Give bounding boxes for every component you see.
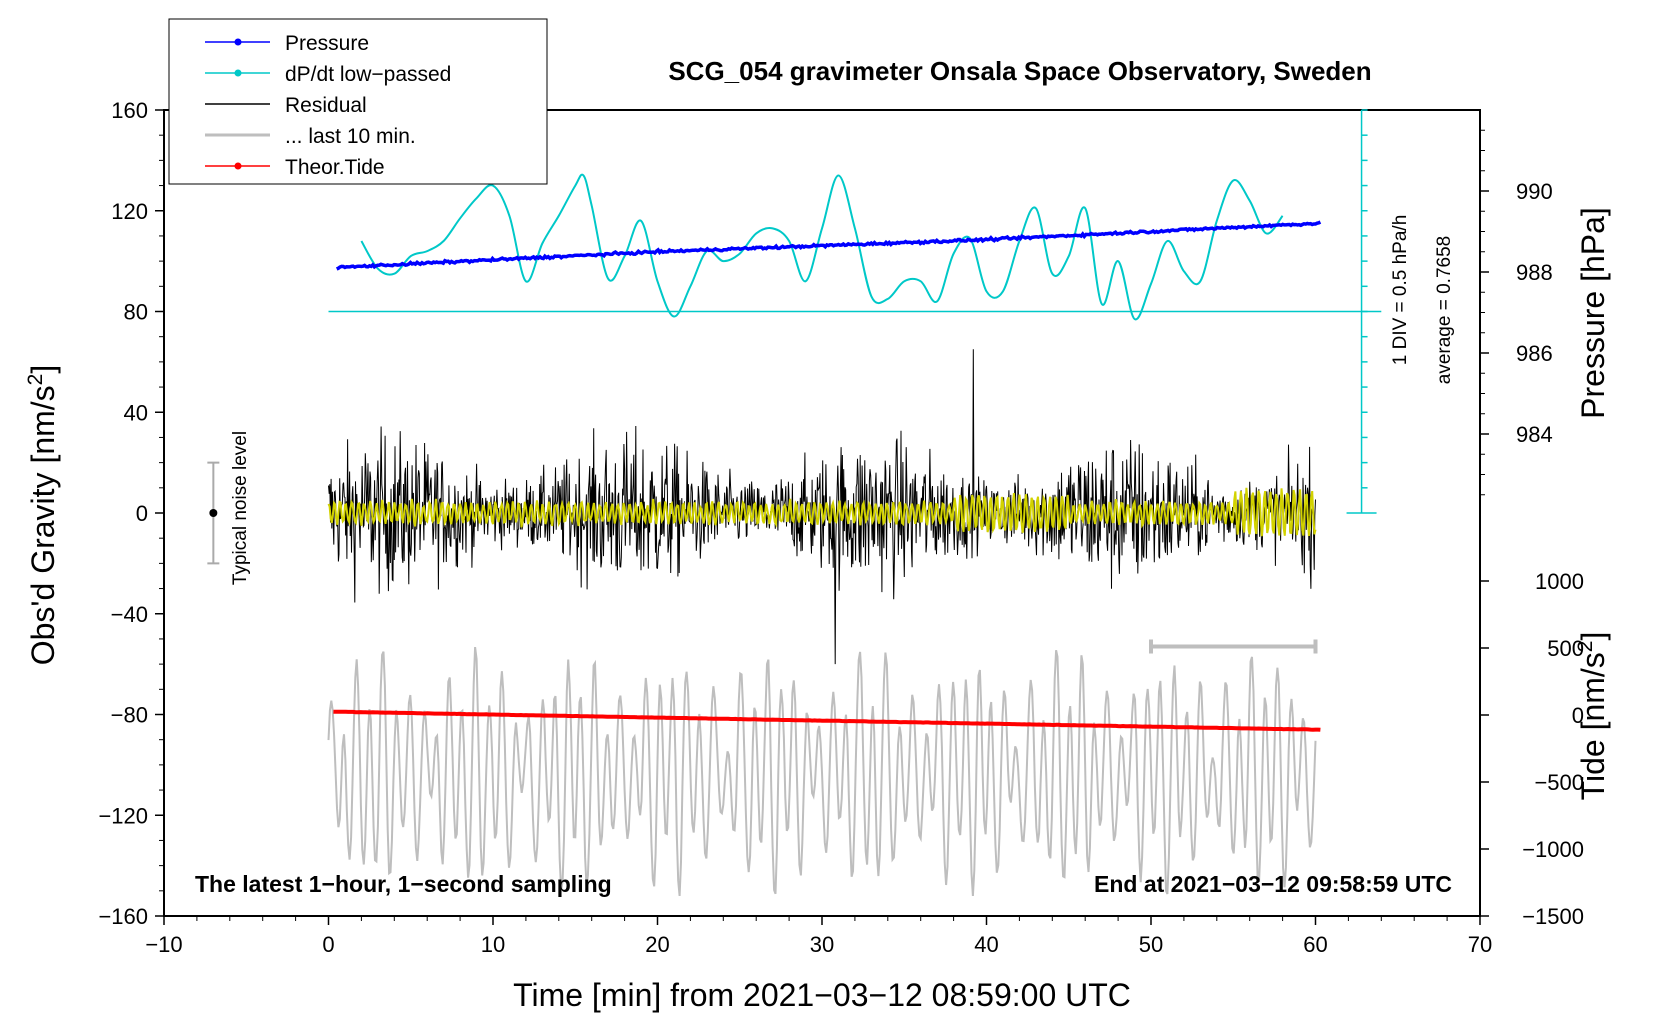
residual-lowpassed-line — [327, 487, 1317, 537]
y-axis-title-gravity-text: Obs'd Gravity [nm/s — [25, 385, 61, 665]
x-tick-label: 60 — [1303, 932, 1327, 957]
y-axis-title-tide-end: ] — [1575, 632, 1611, 641]
y-axis-title-gravity-sup: 2 — [24, 374, 47, 386]
tide-tick-label: 500 — [1547, 636, 1584, 661]
pressure-tick-label: 986 — [1516, 341, 1553, 366]
legend-marker — [234, 69, 242, 77]
y-axis-title-tide-sup: 2 — [1574, 641, 1597, 653]
legend-label: dP/dt low−passed — [285, 63, 451, 86]
x-tick-label: 40 — [974, 932, 998, 957]
y-axis-pressure: 984 986 988 990 — [1480, 129, 1553, 496]
tide-tick-label: −500 — [1534, 770, 1584, 795]
legend-marker — [234, 38, 242, 46]
y-axis-gravity: −160 −120 −80 −40 0 40 80 120 160 — [98, 98, 164, 929]
y-tick-label: 80 — [124, 300, 148, 325]
x-axis-title: Time [min] from 2021−03−12 08:59:00 UTC — [513, 977, 1131, 1013]
legend: Pressure dP/dt low−passed Residual ... last… — [168, 18, 548, 185]
note-end-time: End at 2021−03−12 09:58:59 UTC — [1094, 871, 1452, 897]
noise-level-indicator — [207, 461, 220, 565]
residual-lowpassed-series — [327, 487, 1317, 537]
x-tick-label: 0 — [322, 932, 334, 957]
x-axis: −10 0 10 20 30 40 50 60 70 — [145, 916, 1492, 957]
last-10-min-series — [327, 646, 1317, 896]
y-tick-label: 160 — [111, 98, 148, 123]
tide-tick-label: −1500 — [1522, 904, 1584, 929]
y-axis-title-pressure: Pressure [hPa] — [1575, 207, 1611, 419]
pressure-tick-label: 990 — [1516, 179, 1553, 204]
pressure-tick-label: 984 — [1516, 422, 1553, 447]
tide-tick-label: 0 — [1572, 703, 1584, 728]
noise-level-label: Typical noise level — [230, 431, 251, 585]
theoretical-tide-series — [333, 709, 1321, 732]
legend-label: Pressure — [285, 32, 369, 55]
y-tick-label: 120 — [111, 199, 148, 224]
pressure-series — [335, 220, 1322, 271]
dpdt-division-label: 1 DIV = 0.5 hPa/h — [1390, 215, 1411, 366]
y-tick-label: 40 — [124, 400, 148, 425]
x-tick-label: −10 — [145, 932, 182, 957]
tide-line — [333, 709, 1321, 732]
y-axis-title-tide: Tide [nm/s2] — [1574, 632, 1611, 801]
y-tick-label: −80 — [111, 703, 148, 728]
chart-title: SCG_054 gravimeter Onsala Space Observat… — [668, 56, 1371, 86]
legend-box — [168, 18, 548, 185]
pressure-line — [335, 220, 1322, 271]
y-tick-label: 0 — [136, 501, 148, 526]
x-tick-label: 50 — [1139, 932, 1163, 957]
legend-label: Theor.Tide — [285, 156, 385, 179]
legend-marker — [234, 162, 242, 170]
last-10-min-line — [327, 646, 1317, 896]
dpdt-scale-bar — [1346, 109, 1377, 514]
y-axis-title-gravity: Obs'd Gravity [nm/s2] — [24, 365, 61, 666]
dpdt-line — [360, 173, 1284, 321]
y-tick-label: −120 — [98, 803, 148, 828]
pressure-tick-label: 988 — [1516, 260, 1553, 285]
y-axis-title-gravity-end: ] — [25, 365, 61, 374]
y-axis-title-tide-text: Tide [nm/s — [1575, 652, 1611, 800]
note-sampling: The latest 1−hour, 1−second sampling — [195, 871, 612, 897]
tide-tick-label: −1000 — [1522, 837, 1584, 862]
y-tick-label: −40 — [111, 602, 148, 627]
legend-label: ... last 10 min. — [285, 125, 416, 148]
x-tick-label: 30 — [810, 932, 834, 957]
dpdt-average-label: average = 0.7658 — [1434, 236, 1455, 384]
x-tick-label: 20 — [645, 932, 669, 957]
tide-tick-label: 1000 — [1535, 569, 1584, 594]
legend-label: Residual — [285, 94, 367, 117]
last-10-min-bar — [1149, 639, 1318, 654]
residual-line — [328, 349, 1316, 665]
noise-level-center-dot — [209, 509, 218, 517]
x-tick-label: 70 — [1468, 932, 1492, 957]
y-axis-tide: −1500 −1000 −500 0 500 1000 — [1480, 569, 1584, 929]
y-tick-label: −160 — [98, 904, 148, 929]
x-tick-label: 10 — [481, 932, 505, 957]
residual-series — [328, 349, 1316, 665]
dpdt-lowpassed-series — [328, 173, 1382, 321]
